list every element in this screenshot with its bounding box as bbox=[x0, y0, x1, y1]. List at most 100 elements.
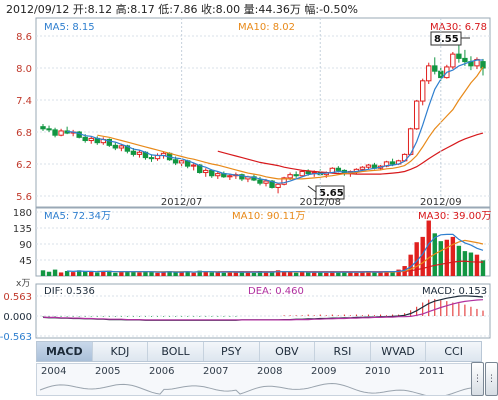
volume-bar bbox=[390, 272, 395, 276]
volume-bar bbox=[113, 272, 118, 276]
candle-body bbox=[112, 144, 119, 149]
candle-body bbox=[287, 174, 293, 179]
volume-bar bbox=[462, 251, 468, 276]
volume-bar bbox=[233, 272, 239, 276]
price-ma5-line bbox=[67, 59, 483, 184]
candle-body bbox=[263, 180, 269, 184]
candle-body bbox=[293, 174, 299, 177]
volume-bar bbox=[275, 270, 281, 276]
volume-ma5-label: MA5: 72.34万 bbox=[44, 211, 111, 222]
tab-wvad[interactable]: WVAD bbox=[371, 342, 427, 361]
volume-ma10-label: MA10: 90.11万 bbox=[232, 211, 305, 222]
candle-body bbox=[389, 161, 396, 165]
price-axis: 8.6 8.0 7.4 6.8 6.2 5.6 bbox=[16, 32, 32, 203]
candle-body bbox=[281, 177, 287, 185]
volume-bar bbox=[318, 272, 323, 276]
candle-body bbox=[462, 57, 468, 63]
low-callout: 5.65 bbox=[307, 185, 345, 200]
volume-bar bbox=[444, 239, 450, 276]
navigator-left-handle[interactable]: ⋮ bbox=[471, 362, 484, 396]
low-callout-value: 5.65 bbox=[319, 188, 344, 199]
volume-ma5-line bbox=[67, 233, 484, 273]
candle-body bbox=[190, 164, 197, 167]
tab-rsi[interactable]: RSI bbox=[315, 342, 371, 361]
volume-bar bbox=[281, 271, 287, 276]
volume-bar bbox=[384, 271, 389, 276]
price-ma10-label: MA10: 8.02 bbox=[238, 22, 295, 33]
volume-bar bbox=[468, 252, 474, 276]
volume-bar bbox=[131, 271, 136, 276]
macd-panel bbox=[35, 283, 491, 339]
volume-bar bbox=[191, 272, 196, 276]
volume-bar bbox=[396, 269, 401, 276]
volume-bar bbox=[450, 236, 456, 276]
price-tick-label: 8.0 bbox=[16, 64, 32, 75]
volume-axis: 180 135 90 45 bbox=[13, 208, 32, 267]
volume-bar bbox=[76, 270, 82, 276]
high-callout: 8.55 bbox=[430, 31, 470, 46]
volume-tick-label: 180 bbox=[13, 208, 32, 219]
macd-tick-label: 0.563 bbox=[3, 292, 32, 303]
grip-icon: ⋮ bbox=[487, 374, 496, 384]
candle-body bbox=[203, 169, 209, 174]
tab-obv[interactable]: OBV bbox=[260, 342, 316, 361]
macd-tick-label: 0.000 bbox=[3, 312, 32, 323]
price-ma30-label: MA30: 6.78 bbox=[430, 22, 487, 33]
volume-bar bbox=[263, 272, 269, 276]
tab-cci[interactable]: CCI bbox=[444, 345, 463, 358]
dif-label: DIF: 0.536 bbox=[44, 286, 95, 297]
candle-body bbox=[450, 53, 456, 68]
candle-body bbox=[335, 167, 342, 171]
volume-bar bbox=[101, 271, 106, 276]
volume-ma-lines bbox=[67, 233, 484, 273]
volume-bar bbox=[372, 272, 377, 276]
candle-body bbox=[215, 173, 221, 177]
candle-body bbox=[172, 159, 179, 164]
volume-bar bbox=[245, 272, 251, 276]
price-x-axis: 2012/07 2012/08 2012/09 bbox=[161, 18, 462, 208]
candle-body bbox=[40, 126, 46, 130]
tab-boll[interactable]: BOLL bbox=[148, 342, 204, 361]
candle-body bbox=[130, 150, 137, 155]
volume-bar bbox=[155, 272, 160, 276]
candle-body bbox=[420, 80, 426, 102]
volume-bar bbox=[378, 271, 383, 276]
price-tick-label: 7.4 bbox=[16, 96, 32, 107]
dea-label: DEA: 0.460 bbox=[248, 286, 304, 297]
volume-bar bbox=[438, 241, 443, 276]
navigator-year: 2006 bbox=[149, 366, 175, 377]
volume-bar bbox=[306, 272, 311, 276]
volume-bar bbox=[203, 271, 208, 276]
volume-bar bbox=[64, 271, 70, 276]
price-ma5-label: MA5: 8.15 bbox=[44, 22, 95, 33]
volume-bar bbox=[414, 242, 419, 276]
candle-body bbox=[52, 129, 58, 136]
tab-macd[interactable]: MACD bbox=[37, 342, 93, 361]
volume-bar bbox=[46, 271, 52, 276]
macd-histogram bbox=[42, 298, 484, 317]
range-navigator[interactable]: 20042005200620072008200920102011201 bbox=[36, 363, 482, 396]
volume-tick-label: 90 bbox=[19, 240, 32, 251]
volume-bar bbox=[269, 271, 275, 276]
volume-unit: x万 bbox=[16, 279, 30, 289]
candle-body bbox=[299, 170, 305, 177]
price-ma10-line bbox=[97, 66, 484, 180]
grip-icon: ⋮ bbox=[473, 374, 482, 384]
volume-bar bbox=[179, 272, 184, 276]
candle-body bbox=[359, 166, 366, 170]
candle-body bbox=[413, 100, 420, 130]
candle-body bbox=[456, 53, 462, 59]
tab-kdj[interactable]: KDJ bbox=[93, 342, 149, 361]
indicator-tabs: MACD KDJ BOLL PSY OBV RSI WVAD CCI bbox=[36, 341, 482, 362]
tab-psy[interactable]: PSY bbox=[204, 342, 260, 361]
volume-bar bbox=[52, 269, 58, 276]
price-ma-lines bbox=[67, 59, 484, 184]
volume-bar bbox=[342, 272, 347, 276]
candle-body bbox=[148, 157, 155, 160]
volume-bar bbox=[197, 270, 202, 276]
navigator-right-handle[interactable]: ⋮ bbox=[485, 362, 498, 396]
volume-bar bbox=[420, 236, 425, 276]
volume-bar bbox=[324, 272, 329, 276]
candle-body bbox=[365, 164, 372, 168]
